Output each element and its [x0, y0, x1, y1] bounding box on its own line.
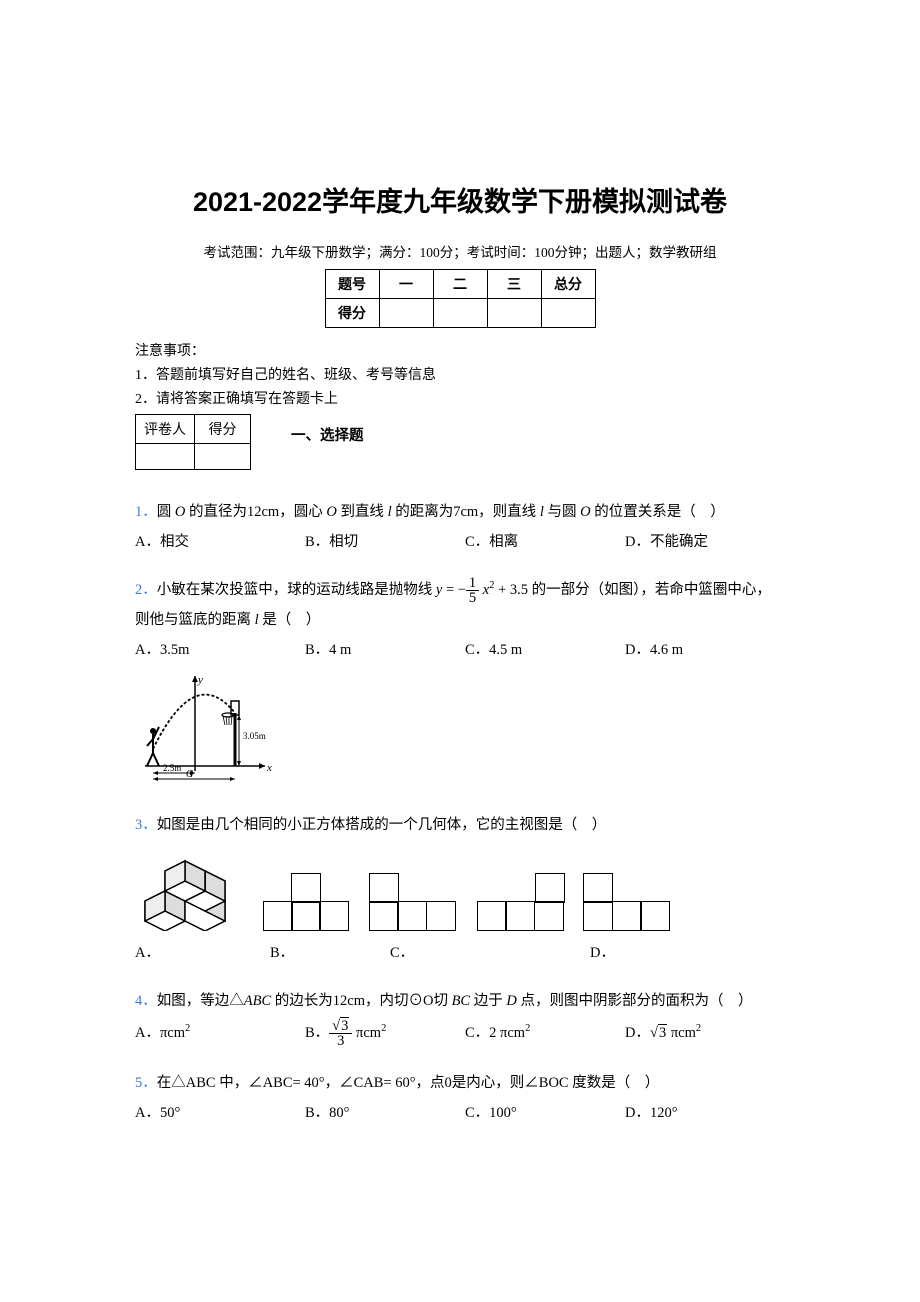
q4-opt-d: D．3 πcm2 — [625, 1016, 775, 1051]
q1-text-c: 到直线 — [340, 504, 384, 520]
q5-num: 5． — [135, 1075, 157, 1091]
score-cell-1 — [379, 299, 433, 328]
question-3: 3．如图是由几个相同的小正方体搭成的一个几何体，它的主视图是（ ） — [135, 811, 785, 968]
score-cell-2 — [433, 299, 487, 328]
question-5: 5．在△ABC 中，∠ABC= 40°，∠CAB= 60°，点0是内心，则∠BO… — [135, 1069, 785, 1128]
q2-figure: x y O 3.05m 2.5m — [135, 671, 785, 793]
q4-text-d: 点，则图中阴影部分的面积为（ ） — [520, 993, 752, 1009]
q2-opt-b: B．4 m — [305, 636, 465, 666]
score-header-3: 三 — [487, 270, 541, 299]
q2-text-c: 是（ ） — [262, 612, 320, 628]
q4-opt-b: B．33 πcm2 — [305, 1016, 465, 1051]
exam-info: 考试范围：九年级下册数学；满分：100分；考试时间：100分钟；出题人；数学教研… — [135, 241, 785, 261]
q1-text-d: 的距离为7cm，则直线 — [395, 504, 536, 520]
q3-3d-figure — [135, 851, 245, 931]
q3-opt-a: A． — [135, 939, 205, 969]
q3-opt-d: D． — [590, 939, 690, 969]
score-header-2: 二 — [433, 270, 487, 299]
q1-opt-c: C．相离 — [465, 528, 625, 558]
notice-item-2: 2．请将答案正确填写在答题卡上 — [135, 388, 785, 408]
score-header-4: 总分 — [541, 270, 595, 299]
grader-blank-2 — [195, 444, 251, 470]
q5-opt-c: C．100° — [465, 1099, 625, 1129]
page-title: 2021-2022学年度九年级数学下册模拟测试卷 — [135, 180, 785, 219]
q5-opt-b: B．80° — [305, 1099, 465, 1129]
q2-opt-c: C．4.5 m — [465, 636, 625, 666]
q4-text-a: 如图，等边△ — [157, 993, 244, 1009]
svg-text:x: x — [266, 762, 272, 774]
svg-text:2.5m: 2.5m — [163, 763, 181, 773]
q2-opt-d: D．4.6 m — [625, 636, 775, 666]
q1-text-b: 的直径为12cm，圆心 — [189, 504, 323, 520]
score-cell-4 — [541, 299, 595, 328]
q3-num: 3． — [135, 817, 157, 833]
q1-num: 1． — [135, 504, 157, 520]
svg-text:3.05m: 3.05m — [243, 731, 266, 741]
q1-text-a: 圆 — [157, 504, 172, 520]
question-1: 1．圆 O 的直径为12cm，圆心 O 到直线 l 的距离为7cm，则直线 l … — [135, 498, 785, 557]
q4-text-c: 边于 — [474, 993, 503, 1009]
grader-table: 评卷人 得分 — [135, 414, 251, 470]
notice-heading: 注意事项： — [135, 340, 785, 360]
q4-opt-a: A．πcm2 — [135, 1016, 305, 1051]
svg-text:y: y — [197, 674, 203, 686]
question-4: 4．如图，等边△ABC 的边长为12cm，内切⊙O切 BC 边于 D 点，则图中… — [135, 987, 785, 1052]
score-header-0: 题号 — [325, 270, 379, 299]
q2-opt-a: A．3.5m — [135, 636, 305, 666]
score-row2-label: 得分 — [325, 299, 379, 328]
q1-text-e: 与圆 — [547, 504, 576, 520]
q3-opt-c-fig — [477, 873, 565, 931]
q3-opt-b-fig — [369, 873, 459, 931]
q4-text-b: 的边长为12cm，内切⊙O切 — [275, 993, 448, 1009]
q3-opt-c: C． — [390, 939, 590, 969]
q2-text-a: 小敏在某次投篮中，球的运动线路是抛物线 — [157, 582, 433, 598]
q5-text: 在△ABC 中，∠ABC= 40°，∠CAB= 60°，点0是内心，则∠BOC … — [157, 1075, 659, 1091]
grader-blank-1 — [136, 444, 195, 470]
q4-opt-c: C．2 πcm2 — [465, 1016, 625, 1051]
grader-c2: 得分 — [195, 415, 251, 444]
q5-opt-d: D．120° — [625, 1099, 775, 1129]
q3-opt-b: B． — [270, 939, 360, 969]
question-2: 2．小敏在某次投篮中，球的运动线路是抛物线 y = −15 x2 + 3.5 的… — [135, 575, 785, 793]
q1-opt-a: A．相交 — [135, 528, 305, 558]
q2-num: 2． — [135, 582, 157, 598]
q5-opt-a: A．50° — [135, 1099, 305, 1129]
q3-opt-a-fig — [263, 873, 351, 931]
notice-item-1: 1．答题前填写好自己的姓名、班级、考号等信息 — [135, 364, 785, 384]
score-header-1: 一 — [379, 270, 433, 299]
score-cell-3 — [487, 299, 541, 328]
q1-text-f: 的位置关系是（ ） — [594, 504, 725, 520]
q1-opt-b: B．相切 — [305, 528, 465, 558]
q1-opt-d: D．不能确定 — [625, 528, 775, 558]
q3-text: 如图是由几个相同的小正方体搭成的一个几何体，它的主视图是（ ） — [157, 817, 607, 833]
svg-text:l: l — [190, 769, 193, 780]
score-table: 题号 一 二 三 总分 得分 — [325, 269, 596, 328]
q3-opt-d-fig — [583, 873, 673, 931]
q4-num: 4． — [135, 993, 157, 1009]
section-1-title: 一、选择题 — [291, 424, 364, 445]
grader-c1: 评卷人 — [136, 415, 195, 444]
